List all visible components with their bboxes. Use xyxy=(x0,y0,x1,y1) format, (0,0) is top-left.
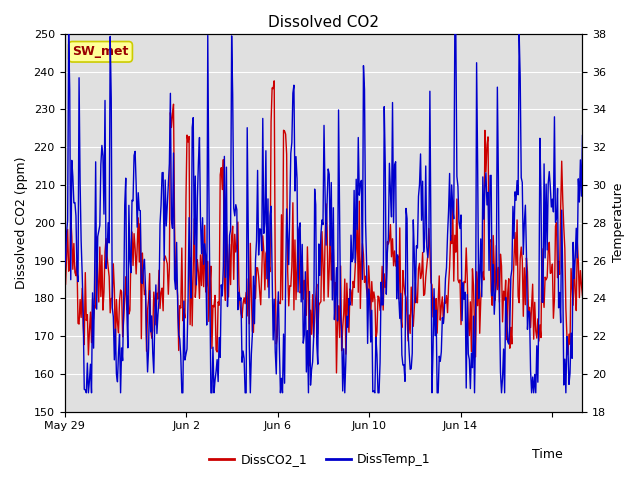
DissCO2_1 xyxy=(343,280,351,286)
DissCO2_1 xyxy=(579,293,586,299)
Title: Dissolved CO2: Dissolved CO2 xyxy=(268,15,379,30)
DissTemp_1 xyxy=(487,172,495,178)
DissTemp_1 xyxy=(371,390,379,396)
Y-axis label: Dissolved CO2 (ppm): Dissolved CO2 (ppm) xyxy=(15,156,28,289)
Text: Time: Time xyxy=(532,448,563,461)
Text: SW_met: SW_met xyxy=(72,45,129,58)
DissCO2_1 xyxy=(270,78,278,84)
DissCO2_1 xyxy=(308,331,316,337)
DissTemp_1 xyxy=(568,356,576,361)
Line: DissCO2_1: DissCO2_1 xyxy=(65,81,582,373)
DissTemp_1 xyxy=(308,359,316,365)
DissTemp_1 xyxy=(83,390,90,396)
DissCO2_1 xyxy=(61,271,68,277)
DissTemp_1 xyxy=(312,202,319,207)
DissTemp_1 xyxy=(61,266,68,272)
DissCO2_1 xyxy=(333,370,340,376)
DissTemp_1 xyxy=(343,313,351,319)
Legend: DissCO2_1, DissTemp_1: DissCO2_1, DissTemp_1 xyxy=(204,448,436,471)
Y-axis label: Temperature: Temperature xyxy=(612,183,625,263)
Line: DissTemp_1: DissTemp_1 xyxy=(65,34,582,393)
DissTemp_1 xyxy=(579,132,586,138)
DissCO2_1 xyxy=(568,283,576,289)
DissTemp_1 xyxy=(65,31,72,37)
DissCO2_1 xyxy=(311,314,319,320)
DissCO2_1 xyxy=(371,296,379,302)
DissCO2_1 xyxy=(487,288,495,294)
